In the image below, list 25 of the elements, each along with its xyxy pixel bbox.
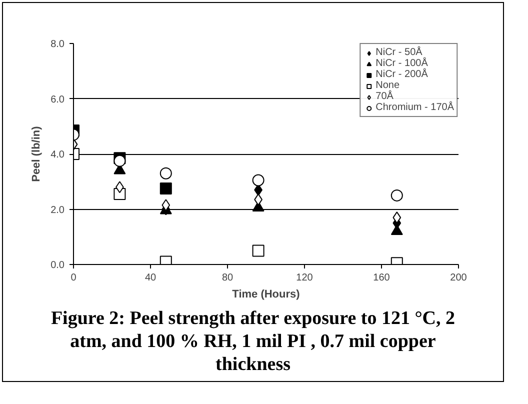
legend-label: NiCr - 50Å [376,47,422,58]
y-tick-label: 0.0 [50,260,65,271]
point [162,199,170,212]
x-tick-label: 40 [144,272,156,284]
legend-label: NiCr - 200Å [376,69,428,80]
legend-label: 70Å [376,91,394,102]
y-tick-label: 6.0 [50,94,65,106]
x-tick-label: 80 [222,272,234,284]
legend-label: Chromium - 170Å [376,102,454,113]
x-tick-label: 200 [450,272,468,284]
x-tick-label: 160 [373,272,390,284]
legend-label: None [376,80,400,91]
point [114,154,126,167]
point [160,182,172,195]
caption: Figure 2: Peel strength after exposure to 121 °C, 2 atm, and 100 % RH, 1 mil PI , 0.7 mil copper thickness [50,308,456,376]
point [252,244,264,257]
x-tick-label: 120 [296,272,314,284]
point [160,167,172,180]
x-tick-label: 0 [70,272,77,284]
x-axis-title: Time (Hours) [232,288,300,300]
y-tick-label: 8.0 [50,39,65,50]
y-axis-title: Peel (lb/in) [30,126,43,182]
y-tick-label: 2.0 [50,204,65,216]
y-tick-label: 4.0 [50,150,65,160]
legend-label: NiCr - 100Å [376,58,428,69]
